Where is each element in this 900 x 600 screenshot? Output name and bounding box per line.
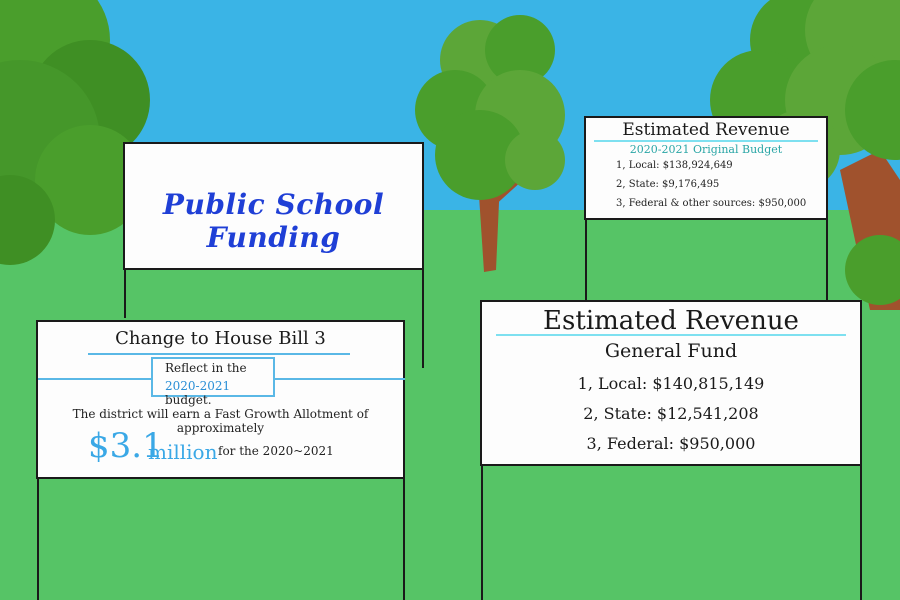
budget-note-box: Reflect in the 2020-2021 budget. [151,357,275,407]
middle-tree [415,15,565,272]
budget-note-line1: Reflect in the [165,361,247,375]
hb-post-right [403,477,405,600]
revenue-small-item-federal: 3, Federal & other sources: $950,000 [616,198,807,209]
budget-year: 2020-2021 [165,379,231,393]
page-title: Public School Funding [162,188,385,254]
house-bill-sign: Change to House Bill 3 Reflect in the 20… [36,320,405,479]
budget-suffix: budget. [165,393,212,407]
divider [496,334,846,336]
title-sign-post-right [422,268,424,368]
title-sign: Public School Funding [123,142,424,270]
rev-small-post-left [585,218,587,300]
divider [88,353,350,355]
rev-small-post-right [826,218,828,300]
revenue-small-item-state: 2, State: $9,176,495 [616,179,720,190]
general-fund-item-state: 2, State: $12,541,208 [583,404,759,423]
general-fund-item-local: 1, Local: $140,815,149 [577,374,765,393]
revenue-small-heading: Estimated Revenue [622,120,790,140]
revenue-original-budget-sign: Estimated Revenue 2020-2021 Original Bud… [584,116,828,220]
allotment-period: for the 2020~2021 [218,444,334,458]
general-fund-item-federal: 3, Federal: $950,000 [586,434,756,453]
budget-note-line2: 2020-2021 budget. [165,379,273,407]
house-bill-heading: Change to House Bill 3 [115,328,326,349]
allotment-amount: $3.1 [88,426,164,466]
revenue-small-item-local: 1, Local: $138,924,649 [616,160,733,171]
allotment-unit: million [148,440,218,464]
title-sign-post-left [124,268,126,318]
revenue-small-subheading: 2020-2021 Original Budget [629,143,783,156]
gf-post-right [860,464,862,600]
left-tree [0,0,150,265]
general-fund-heading: Estimated Revenue [543,306,799,336]
hb-post-left [37,477,39,600]
general-fund-sign: Estimated Revenue General Fund 1, Local:… [480,300,862,466]
general-fund-subheading: General Fund [604,340,738,362]
divider [594,140,818,142]
gf-post-left [481,464,483,600]
allotment-paragraph: The district will earn a Fast Growth All… [72,407,369,435]
